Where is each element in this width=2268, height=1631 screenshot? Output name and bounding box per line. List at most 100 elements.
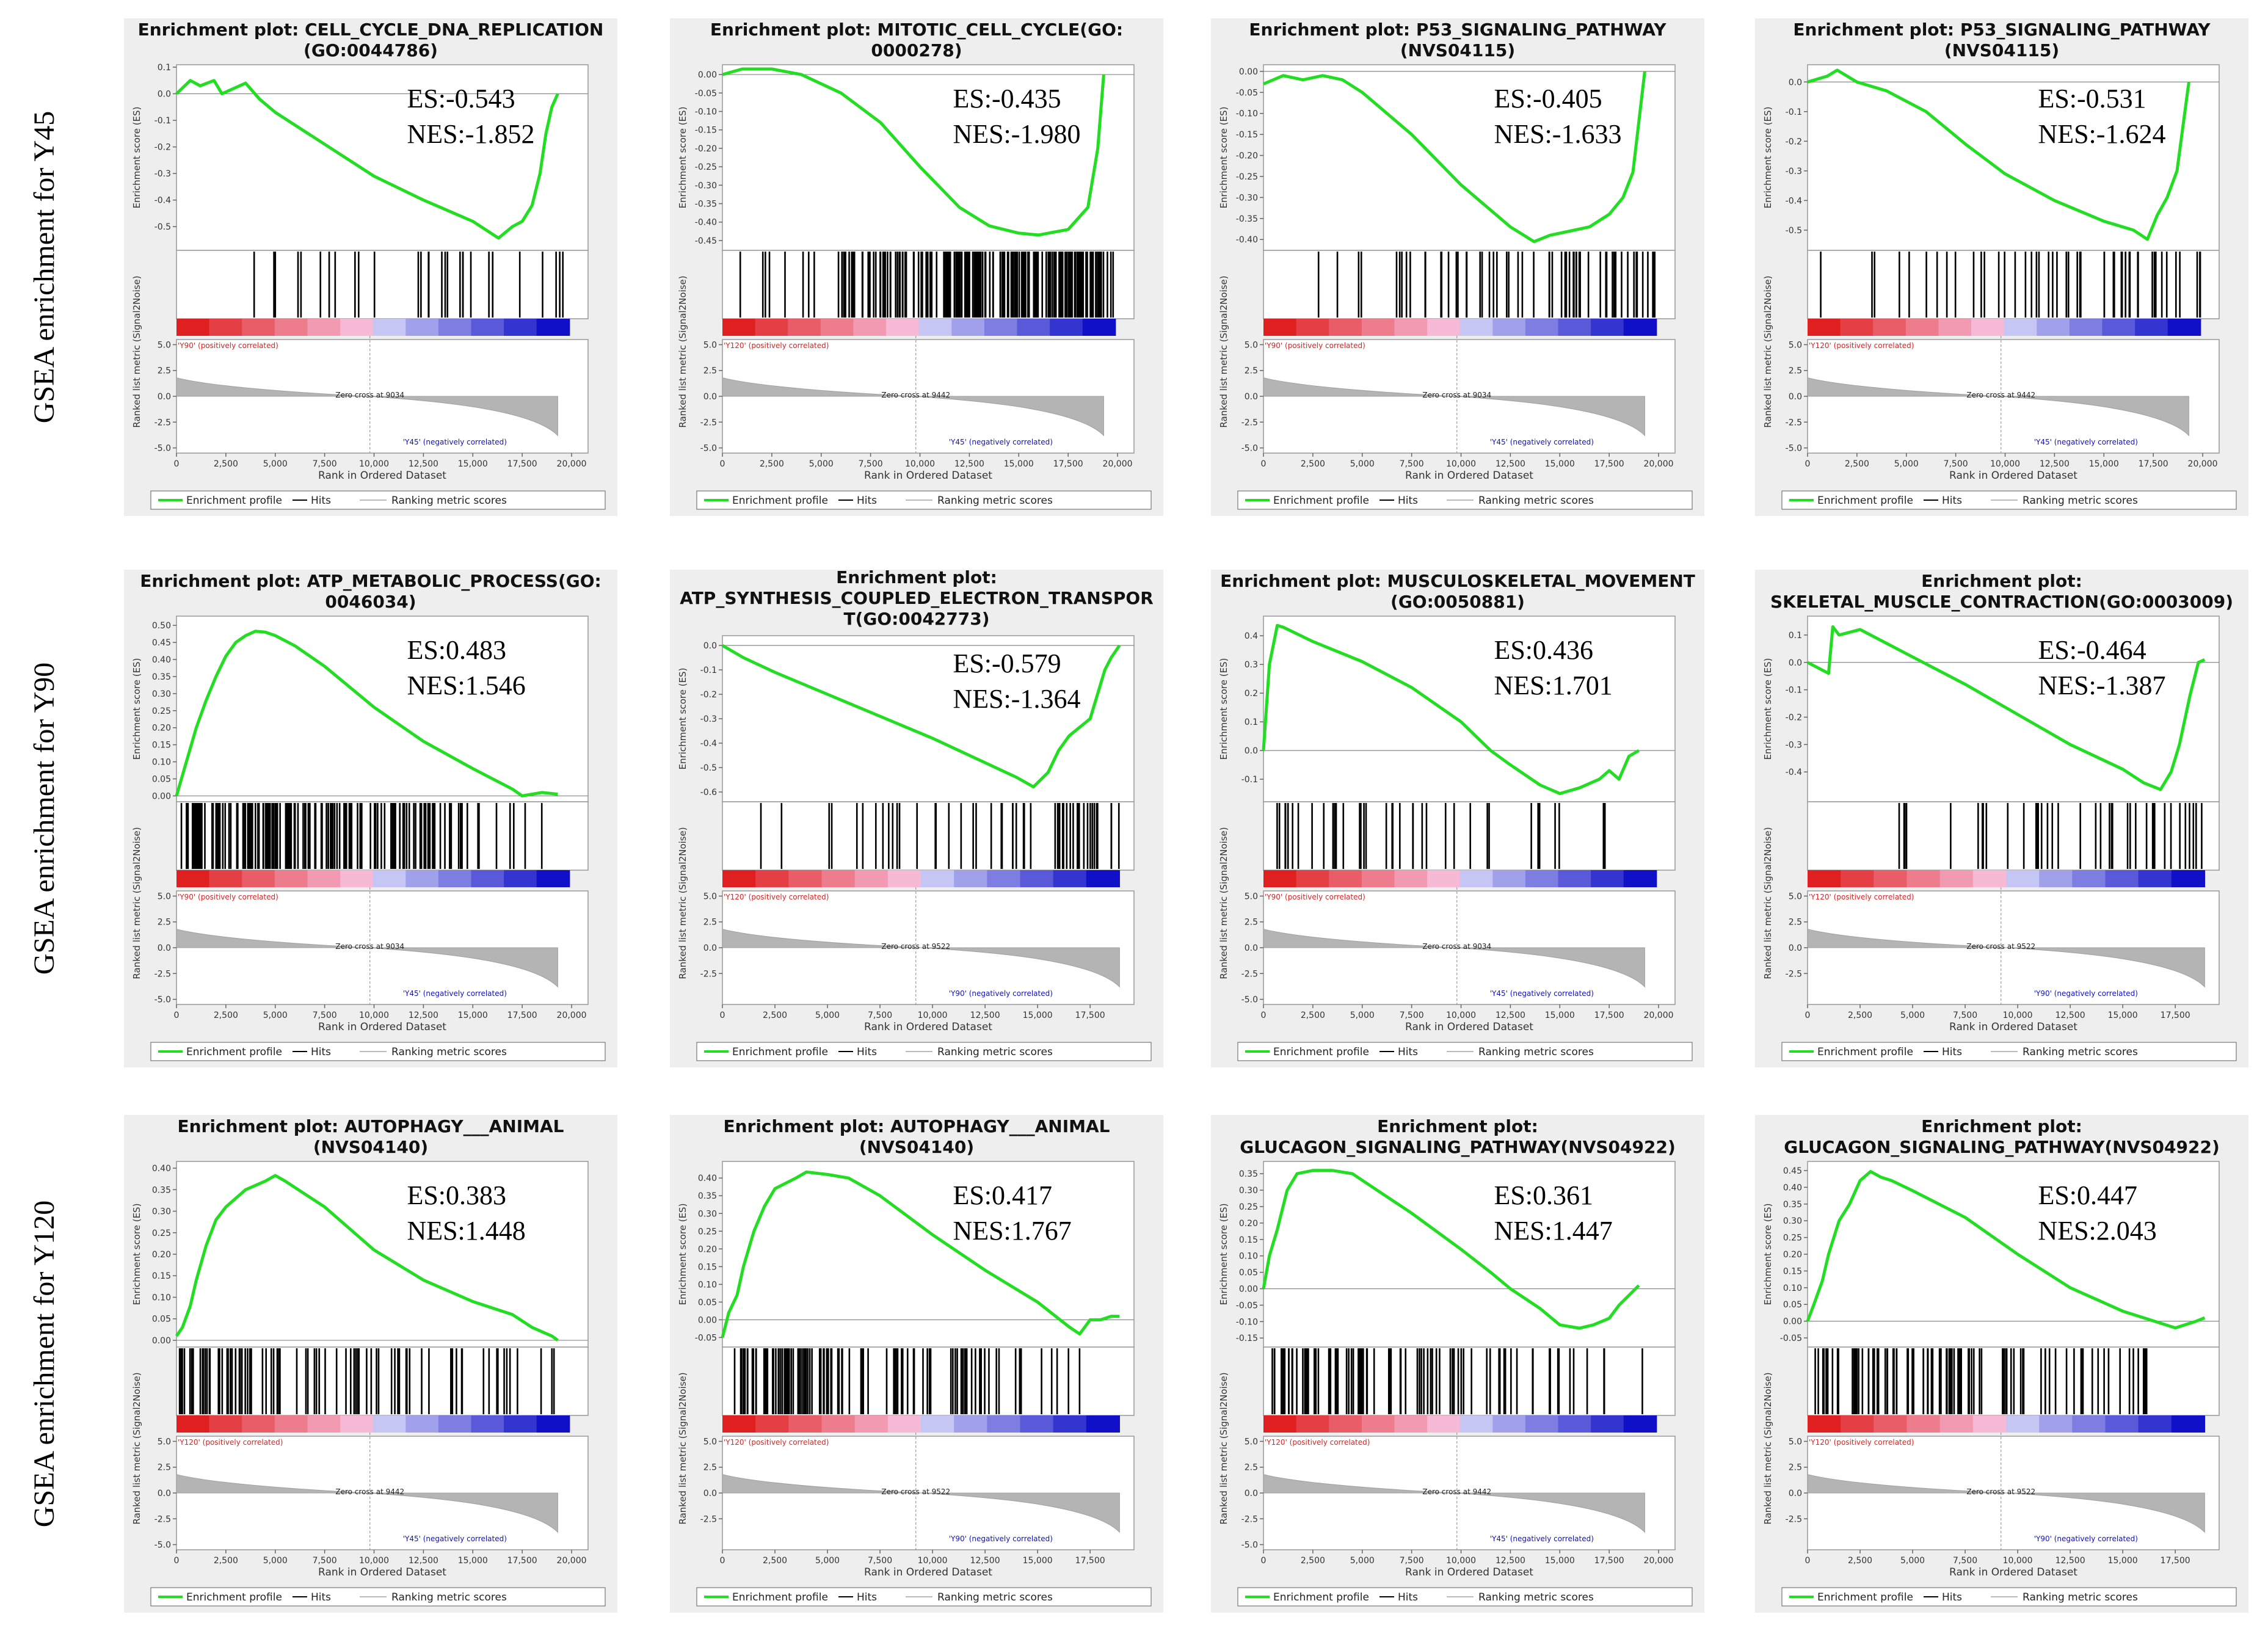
ranking-color-bar-segment: [2039, 870, 2073, 887]
es-tick-label: 0.15: [1783, 1266, 1802, 1276]
ranking-color-bar-segment: [1053, 870, 1087, 887]
panel-title: Enrichment plot:: [1377, 1116, 1538, 1136]
positive-correlation-label: 'Y120' (positively correlated): [178, 1438, 283, 1447]
legend-hits-label: Hits: [1942, 1046, 1962, 1058]
ranking-color-bar-segment: [438, 870, 472, 887]
ranking-color-bar-segment: [1841, 870, 1875, 887]
es-tick-label: -0.1: [700, 666, 717, 675]
es-tick-label: 0.05: [1783, 1300, 1802, 1310]
ranking-color-bar-segment: [536, 1415, 570, 1433]
nes-value: NES:-1.624: [2038, 119, 2165, 149]
es-tick-label: 0.15: [152, 1271, 171, 1281]
ranking-color-bar-segment: [1525, 1415, 1559, 1433]
x-axis-label: Rank in Ordered Dataset: [318, 1021, 446, 1033]
ranking-color-bar-segment: [536, 319, 570, 336]
zero-cross-label: Zero cross at 9522: [1966, 942, 2035, 951]
ranking-color-bar-segment: [1394, 870, 1428, 887]
ranking-color-bar-segment: [1017, 319, 1051, 336]
x-tick-label: 5,000: [1350, 1556, 1375, 1566]
metric-tick-label: 2.5: [1789, 366, 1802, 376]
ranking-color-bar-segment: [755, 870, 790, 887]
zero-cross-label: Zero cross at 9522: [881, 942, 950, 951]
metric-tick-label: -2.5: [154, 969, 171, 979]
x-tick-label: 20,000: [2188, 459, 2218, 469]
x-tick-label: 0: [720, 1556, 725, 1566]
metric-tick-label: -2.5: [1786, 418, 1802, 427]
ranking-color-bar-segment: [405, 1415, 439, 1433]
x-tick-label: 17,500: [2139, 459, 2168, 469]
metric-tick-label: 2.5: [703, 1463, 717, 1473]
metric-axis-label: Ranked list metric (Signal2Noise): [1218, 1372, 1229, 1524]
x-tick-label: 7,500: [868, 1556, 892, 1566]
x-tick-label: 15,000: [1545, 459, 1575, 469]
legend-hits-label: Hits: [311, 1046, 331, 1058]
legend-profile-label: Enrichment profile: [732, 1046, 828, 1058]
ranking-color-bar-segment: [1361, 870, 1395, 887]
enrichment-profile-line: [1262, 623, 1640, 796]
ranking-color-bar-segment: [788, 870, 823, 887]
x-tick-label: 12,500: [2055, 1011, 2085, 1020]
x-tick-label: 7,500: [1400, 1011, 1424, 1020]
panel-title: (GO:0044786): [303, 40, 438, 60]
panel-title: 0046034): [325, 592, 416, 612]
es-value: ES:0.447: [2038, 1180, 2137, 1210]
metric-axis-label: Ranked list metric (Signal2Noise): [677, 275, 688, 427]
ranking-color-bar-segment: [1873, 319, 1906, 336]
ranking-color-bar-segment: [2171, 1415, 2206, 1433]
metric-tick-label: 5.0: [703, 1437, 717, 1447]
metric-tick-label: 0.0: [1245, 392, 1258, 402]
metric-tick-label: -2.5: [1786, 969, 1802, 979]
ranking-color-bar-segment: [1808, 870, 1842, 887]
es-tick-label: 0.25: [1783, 1233, 1802, 1243]
es-tick-label: -0.15: [1236, 130, 1258, 140]
x-tick-label: 2,500: [1301, 1011, 1325, 1020]
ranking-color-bar-segment: [1906, 1415, 1941, 1433]
es-tick-label: -0.20: [695, 144, 717, 154]
x-tick-label: 12,500: [970, 1556, 1000, 1566]
metric-tick-label: -2.5: [154, 418, 171, 427]
metric-tick-label: -5.0: [1241, 444, 1258, 454]
negative-correlation-label: 'Y90' (negatively correlated): [2034, 989, 2138, 998]
metric-tick-label: 5.0: [703, 892, 717, 901]
es-tick-label: -0.4: [1786, 196, 1802, 206]
es-tick-label: 0.15: [152, 741, 171, 750]
legend-profile-label: Enrichment profile: [186, 1046, 282, 1058]
gsea-panel: Enrichment plot: MITOTIC_CELL_CYCLE(GO:0…: [670, 18, 1163, 516]
legend-hits-label: Hits: [1398, 1591, 1418, 1604]
ranking-color-bar-segment: [887, 870, 922, 887]
ranking-color-bar-segment: [1623, 870, 1657, 887]
panel-title: Enrichment plot: ATP_METABOLIC_PROCESS(G…: [140, 571, 602, 591]
x-tick-label: 17,500: [2161, 1011, 2190, 1020]
legend-metric-label: Ranking metric scores: [391, 1046, 507, 1058]
ranking-color-bar-segment: [854, 1415, 889, 1433]
es-tick-label: 0.00: [1239, 67, 1258, 77]
panel-title: (NVS04115): [1944, 40, 2059, 60]
hits-area: [176, 1346, 589, 1416]
x-tick-label: 2,500: [214, 459, 238, 469]
metric-axis-label: Ranked list metric (Signal2Noise): [131, 275, 142, 427]
enrichment-profile-line: [1263, 71, 1646, 244]
x-tick-label: 15,000: [1545, 1011, 1575, 1020]
ranking-color-bar-segment: [1086, 1415, 1121, 1433]
x-tick-label: 5,000: [809, 459, 834, 469]
metric-tick-label: -2.5: [1241, 418, 1258, 427]
metric-axis-label: Ranked list metric (Signal2Noise): [131, 1372, 142, 1524]
es-tick-label: -0.25: [695, 162, 717, 172]
x-tick-label: 20,000: [1644, 1556, 1674, 1566]
legend-hits-label: Hits: [1942, 1591, 1962, 1604]
panel-title: Enrichment plot: AUTOPHAGY___ANIMAL: [177, 1116, 564, 1136]
ranking-color-bar-segment: [1525, 319, 1559, 336]
ranking-color-bar-segment: [820, 319, 854, 336]
ranking-color-bar-segment: [2171, 870, 2206, 887]
x-tick-label: 10,000: [1446, 1011, 1476, 1020]
panel-title: (NVS04140): [313, 1137, 428, 1157]
es-axis-label: Enrichment score (ES): [131, 1204, 142, 1306]
ranking-color-bar-segment: [1263, 1415, 1297, 1433]
es-tick-label: -0.3: [1786, 740, 1802, 750]
legend-hits-label: Hits: [311, 1591, 331, 1604]
legend-hits-label: Hits: [857, 1591, 877, 1604]
ranking-color-bar-segment: [1263, 870, 1297, 887]
es-tick-label: 0.35: [1239, 1169, 1258, 1179]
metric-tick-label: -5.0: [154, 995, 171, 1005]
metric-tick-label: 2.5: [1245, 366, 1258, 376]
